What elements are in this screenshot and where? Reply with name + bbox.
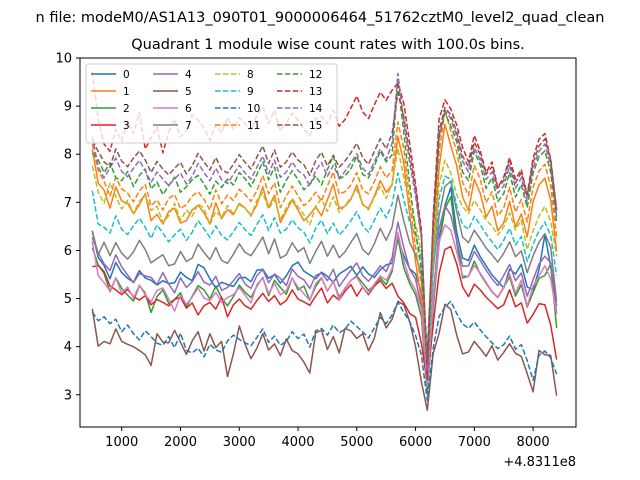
y-tick-label: 6 [64,244,72,259]
legend-label-1: 1 [123,86,130,98]
legend-label-7: 7 [185,120,192,132]
series-line-14 [91,72,558,371]
legend-label-5: 5 [185,86,192,98]
series-line-7 [91,180,558,370]
series-line-1 [91,123,558,383]
legend-label-2: 2 [123,103,130,115]
x-offset-label: +4.8311e8 [503,455,576,470]
y-tick-label: 8 [64,148,72,163]
legend-label-3: 3 [123,120,130,132]
legend-label-13: 13 [309,86,322,98]
series-line-6 [91,224,558,387]
legend-label-9: 9 [247,86,254,98]
x-tick-label: 8000 [517,435,550,450]
x-tick-label: 3000 [223,435,256,450]
legend-label-8: 8 [247,69,254,81]
legend-label-15: 15 [309,120,322,132]
y-tick-label: 9 [64,100,72,115]
x-tick-label: 1000 [105,435,138,450]
series-line-15 [91,91,558,366]
legend-label-0: 0 [123,69,130,81]
legend-label-4: 4 [185,69,192,81]
chart-title: Quadrant 1 module wise count rates with … [131,37,525,53]
axis-ticks: 1000 2000 3000 4000 5000 6000 7000 8000 3 4 5 6 7 8 9 1… [55,52,549,451]
legend-label-12: 12 [309,69,322,81]
legend-label-10: 10 [247,103,260,115]
y-tick-label: 7 [64,196,72,211]
series-line-4 [91,204,558,386]
legend-label-6: 6 [185,103,192,115]
legend-label-14: 14 [309,103,323,115]
y-tick-label: 4 [64,340,72,355]
series-line-0 [91,186,558,374]
y-tick-label: 3 [64,388,72,403]
y-tick-label: 5 [64,292,72,307]
y-tick-label: 10 [55,52,72,67]
axes-frame [79,57,577,428]
series-line-3 [92,245,558,385]
legend-box [85,63,338,144]
series-line-11 [91,109,558,367]
x-tick-label: 7000 [458,435,491,450]
x-tick-label: 6000 [399,435,432,450]
x-tick-label: 4000 [281,435,314,450]
series-line-10 [91,300,558,402]
chart-suptitle: n file: modeM0/AS1A13_090T01_9000006464_… [36,10,605,26]
series-line-9 [91,172,558,382]
series-line-12 [91,80,558,352]
series-line-5 [91,300,558,411]
series-line-8 [91,147,558,378]
x-tick-label: 2000 [164,435,197,450]
x-tick-label: 5000 [340,435,373,450]
legend-label-11: 11 [247,120,260,132]
